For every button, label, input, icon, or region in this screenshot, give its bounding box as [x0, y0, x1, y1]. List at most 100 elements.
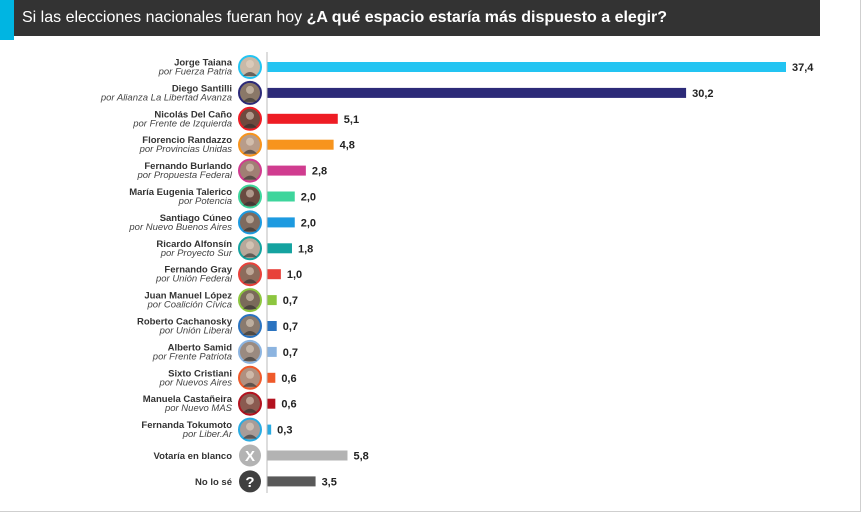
party-name: por Fuerza Patria — [158, 67, 232, 78]
avatar-body — [243, 408, 257, 413]
bar — [267, 269, 281, 280]
party-name: por Nuevos Aires — [158, 377, 232, 388]
avatar-head — [246, 163, 254, 172]
party-name: por Nuevo Buenos Aires — [128, 222, 232, 233]
avatar-head — [246, 111, 254, 120]
bar — [267, 346, 277, 357]
bar — [267, 87, 687, 98]
avatar-head — [246, 344, 254, 353]
candidate-name: Florencio Randazzo — [142, 135, 232, 146]
x-icon-glyph: X — [245, 448, 255, 465]
candidate-name: María Eugenia Talerico — [129, 187, 232, 198]
value-label: 2,0 — [301, 217, 316, 229]
party-name: por Coalición Cívica — [147, 300, 232, 311]
avatar-body — [243, 434, 257, 439]
bar — [267, 62, 786, 72]
value-label: 4,8 — [340, 140, 355, 152]
avatar-body — [243, 382, 257, 387]
value-label: 0,6 — [281, 373, 296, 385]
value-label: 5,8 — [353, 451, 368, 463]
party-name: por Liber.Ar — [182, 429, 233, 440]
candidate-name: Ricardo Alfonsín — [156, 239, 232, 250]
question-icon-glyph: ? — [245, 474, 254, 491]
party-name: por Unión Federal — [155, 274, 233, 285]
value-label: 0,6 — [281, 399, 296, 411]
candidate-name: Juan Manuel López — [144, 291, 232, 302]
candidate-name: Diego Santilli — [172, 83, 232, 94]
bar-row: Votaría en blanco X 5,8 — [154, 444, 369, 467]
candidate-name: Manuela Castañeira — [143, 394, 233, 405]
candidate-name: Alberto Samid — [168, 342, 233, 353]
avatar-body — [243, 72, 257, 76]
avatar-head — [246, 396, 254, 405]
candidate-name: Nicolás Del Caño — [154, 109, 232, 120]
bar — [267, 295, 277, 306]
bar — [267, 476, 316, 487]
value-label: 30,2 — [692, 88, 713, 100]
candidate-name: Fernando Burlando — [144, 161, 232, 172]
bar — [267, 424, 272, 435]
avatar-body — [243, 175, 257, 180]
bar — [267, 139, 334, 150]
avatar-head — [246, 137, 254, 146]
bar — [267, 372, 276, 383]
candidate-name: Jorge Taiana — [174, 58, 233, 69]
bar — [267, 191, 295, 202]
title-prefix: Si las elecciones nacionales fueran hoy — [22, 9, 303, 26]
avatar-head — [246, 319, 254, 327]
avatar-body — [243, 305, 257, 310]
avatar-body — [243, 331, 257, 335]
value-label: 0,7 — [283, 295, 298, 307]
value-label: 2,0 — [301, 192, 316, 204]
avatar-head — [246, 60, 254, 68]
bar — [267, 243, 292, 254]
avatar-body — [243, 279, 257, 284]
avatar-head — [246, 267, 254, 276]
avatar-body — [243, 356, 257, 361]
bar — [267, 321, 277, 331]
party-name: por Frente Patriota — [152, 351, 232, 362]
avatar-head — [246, 215, 254, 224]
option-label: Votaría en blanco — [154, 451, 233, 462]
candidate-name: Sixto Cristiani — [168, 368, 232, 379]
party-name: por Potencia — [178, 196, 232, 207]
chart-title: Si las elecciones nacionales fueran hoy … — [14, 0, 820, 36]
party-name: por Provincias Unidas — [139, 144, 233, 155]
value-label: 0,3 — [277, 425, 292, 437]
avatar-body — [243, 201, 257, 206]
candidate-name: Roberto Cachanosky — [137, 317, 233, 328]
bar — [267, 165, 306, 176]
candidate-name: Santiago Cúneo — [160, 213, 233, 224]
bar — [267, 398, 276, 409]
candidate-name: Fernanda Tokumoto — [141, 420, 232, 431]
title-accent — [0, 0, 14, 40]
party-name: por Proyecto Sur — [160, 248, 233, 259]
candidate-name: Fernando Gray — [164, 265, 232, 276]
value-label: 5,1 — [344, 114, 359, 126]
option-label: No lo sé — [195, 477, 232, 488]
avatar-body — [243, 227, 257, 232]
avatar-head — [246, 189, 254, 198]
value-label: 0,7 — [283, 347, 298, 359]
party-name: por Frente de Izquierda — [132, 118, 232, 129]
value-label: 3,5 — [322, 476, 337, 488]
avatar-body — [243, 149, 257, 154]
party-name: por Nuevo MAS — [164, 403, 233, 414]
avatar-head — [246, 85, 254, 94]
avatar-body — [243, 97, 257, 102]
bar — [267, 217, 295, 228]
question-icon — [239, 470, 261, 493]
